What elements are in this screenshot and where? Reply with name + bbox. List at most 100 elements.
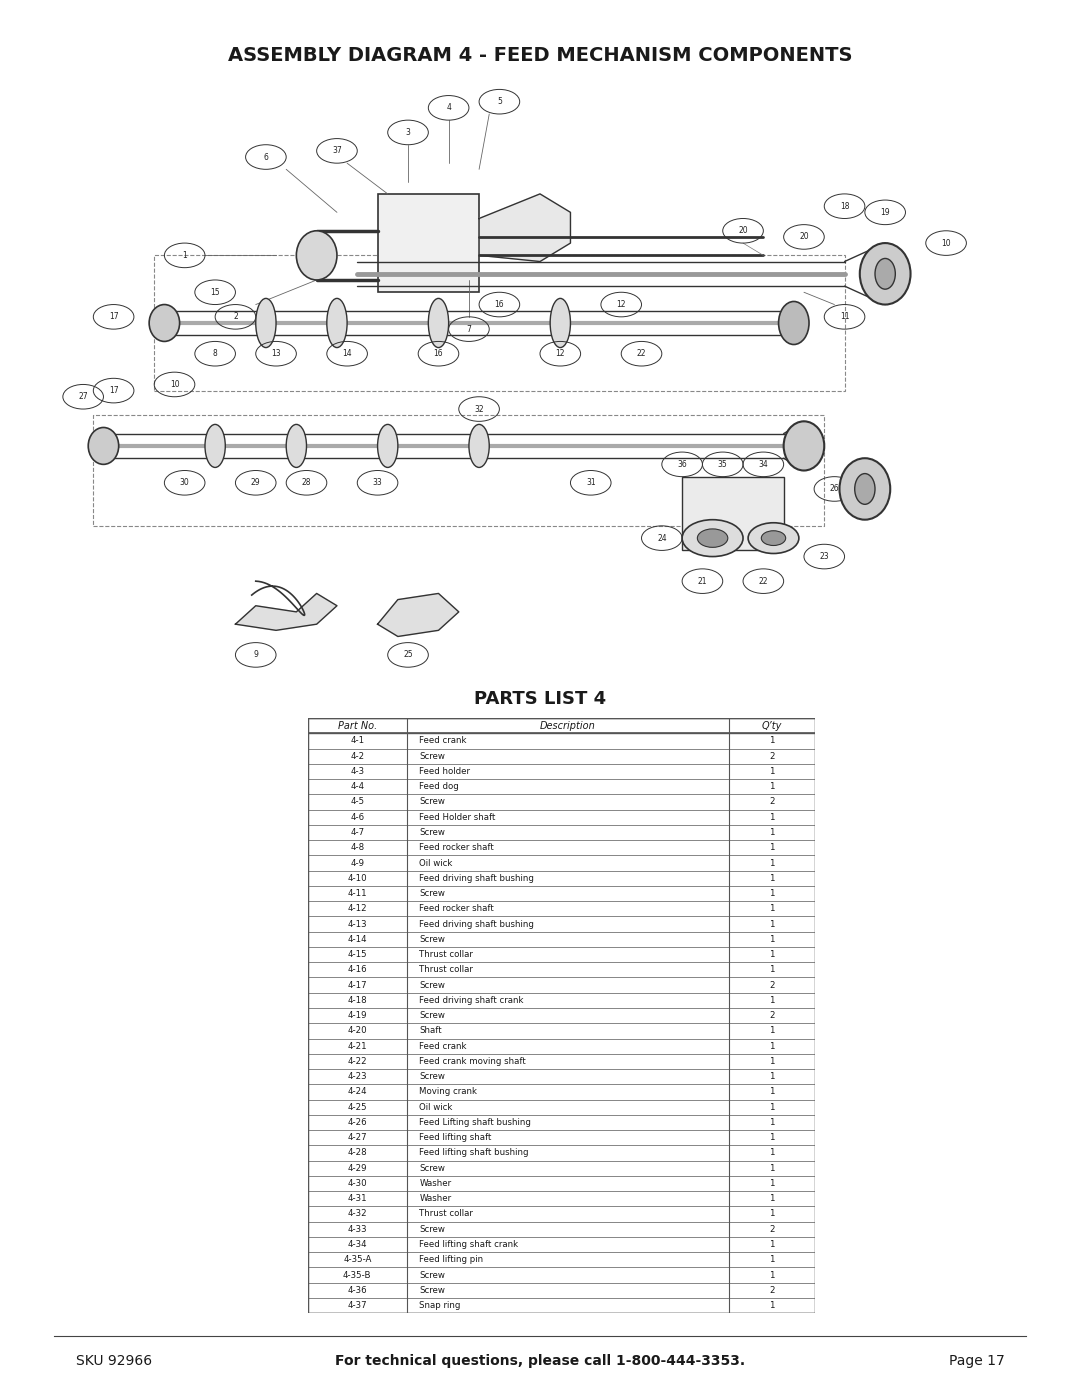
Text: Thrust collar: Thrust collar [419,965,473,974]
Polygon shape [378,594,459,637]
Text: 10: 10 [942,239,950,247]
Text: 1: 1 [770,813,775,821]
Circle shape [748,522,799,553]
Text: 16: 16 [434,349,443,358]
Text: Description: Description [540,721,596,731]
Text: Screw: Screw [419,935,445,944]
Circle shape [698,529,728,548]
Ellipse shape [327,299,347,348]
Text: 1: 1 [770,1270,775,1280]
Ellipse shape [286,425,307,468]
Text: Feed lifting shaft crank: Feed lifting shaft crank [419,1241,518,1249]
Text: Screw: Screw [419,1225,445,1234]
Text: 4-3: 4-3 [350,767,364,775]
Text: Thrust collar: Thrust collar [419,950,473,960]
Text: Snap ring: Snap ring [419,1301,461,1310]
Text: 2: 2 [770,1225,775,1234]
Text: 4-21: 4-21 [348,1042,367,1051]
Ellipse shape [469,425,489,468]
Text: Feed dog: Feed dog [419,782,459,791]
Text: 27: 27 [79,393,87,401]
Text: 4-25: 4-25 [348,1102,367,1112]
Text: 4-20: 4-20 [348,1027,367,1035]
Polygon shape [480,194,570,261]
Text: 1: 1 [770,1042,775,1051]
Text: 1: 1 [770,1102,775,1112]
Text: 2: 2 [770,798,775,806]
Text: Screw: Screw [419,828,445,837]
Ellipse shape [839,458,890,520]
Text: 4-26: 4-26 [348,1118,367,1127]
Text: 4-22: 4-22 [348,1058,367,1066]
Text: 1: 1 [770,1241,775,1249]
Text: 1: 1 [770,1087,775,1097]
Text: Feed crank moving shaft: Feed crank moving shaft [419,1058,526,1066]
Bar [93,415,824,525]
Text: 26: 26 [829,485,839,493]
Text: Page 17: Page 17 [948,1354,1004,1368]
Text: 4-5: 4-5 [350,798,364,806]
Text: 1: 1 [770,1027,775,1035]
Text: Feed Lifting shaft bushing: Feed Lifting shaft bushing [419,1118,531,1127]
Text: Feed crank: Feed crank [419,1042,467,1051]
Text: 32: 32 [474,405,484,414]
Text: 1: 1 [770,965,775,974]
Text: 35: 35 [718,460,728,469]
Text: 1: 1 [770,919,775,929]
Circle shape [683,520,743,556]
Text: Oil wick: Oil wick [419,1102,453,1112]
Text: 4-6: 4-6 [350,813,364,821]
Text: 4-15: 4-15 [348,950,367,960]
Text: 4-35-A: 4-35-A [343,1256,372,1264]
Ellipse shape [378,425,397,468]
Text: Screw: Screw [419,1011,445,1020]
Text: 34: 34 [758,460,768,469]
Text: 19: 19 [880,208,890,217]
Text: 4-34: 4-34 [348,1241,367,1249]
Text: 1: 1 [770,1210,775,1218]
Text: Screw: Screw [419,752,445,761]
Ellipse shape [784,422,824,471]
Ellipse shape [854,474,875,504]
Text: 37: 37 [332,147,342,155]
Text: 2: 2 [770,752,775,761]
Text: 4-29: 4-29 [348,1164,367,1172]
Text: 1: 1 [770,1256,775,1264]
Ellipse shape [89,427,119,464]
Text: 4-27: 4-27 [348,1133,367,1143]
Text: Q’ty: Q’ty [762,721,782,731]
Text: Feed holder: Feed holder [419,767,471,775]
Text: Feed lifting shaft: Feed lifting shaft [419,1133,491,1143]
Text: Shaft: Shaft [419,1027,442,1035]
Text: 4-35-B: 4-35-B [343,1270,372,1280]
Text: 4-30: 4-30 [348,1179,367,1187]
Text: 31: 31 [586,478,595,488]
Text: 4-37: 4-37 [348,1301,367,1310]
Text: Washer: Washer [419,1194,451,1203]
Text: 17: 17 [109,313,119,321]
Text: 21: 21 [698,577,707,585]
Text: 4-10: 4-10 [348,873,367,883]
Bar [683,476,784,550]
Circle shape [761,531,785,545]
Text: Part No.: Part No. [338,721,377,731]
Text: Screw: Screw [419,1285,445,1295]
Text: Screw: Screw [419,1270,445,1280]
Text: Washer: Washer [419,1179,451,1187]
Text: 13: 13 [271,349,281,358]
Ellipse shape [256,299,276,348]
Text: 17: 17 [109,386,119,395]
Text: 8: 8 [213,349,217,358]
Text: Oil wick: Oil wick [419,859,453,868]
Text: 10: 10 [170,380,179,388]
Text: 4-9: 4-9 [350,859,364,868]
Text: 4-8: 4-8 [350,844,364,852]
Text: 6: 6 [264,152,268,162]
Text: 20: 20 [739,226,747,235]
Text: 24: 24 [657,534,666,542]
Text: 4-17: 4-17 [348,981,367,989]
Ellipse shape [429,299,448,348]
Text: 4-23: 4-23 [348,1071,367,1081]
Text: 12: 12 [617,300,626,309]
Text: Feed lifting pin: Feed lifting pin [419,1256,484,1264]
